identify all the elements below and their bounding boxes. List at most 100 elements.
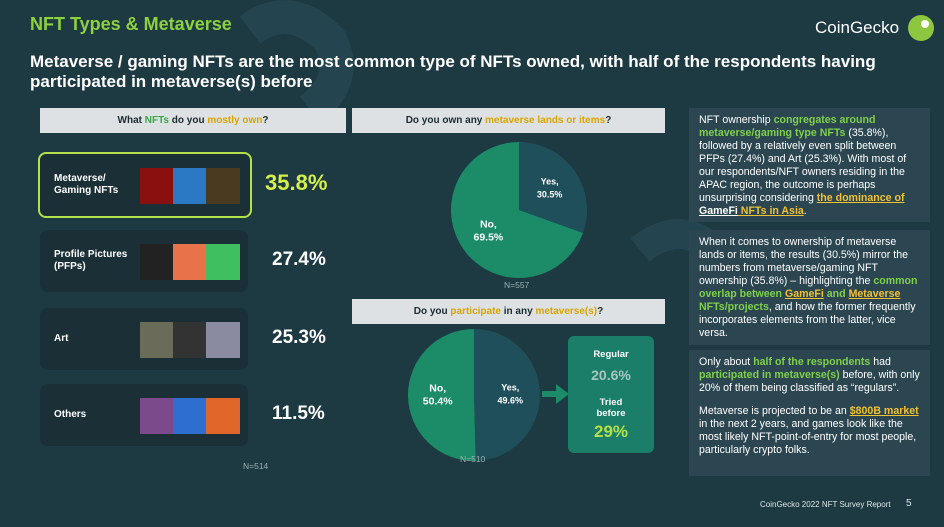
text-part: ? xyxy=(597,306,604,317)
text-part: NFTs/projects xyxy=(699,301,769,313)
headline: Metaverse / gaming NFTs are the most com… xyxy=(30,52,876,91)
insight-box: NFT ownership congregates around metaver… xyxy=(689,108,930,222)
slice-category: Yes, xyxy=(541,176,559,186)
insight-paragraph: NFT ownership congregates around metaver… xyxy=(699,114,922,218)
text-part: do you xyxy=(169,115,208,126)
text-part: metaverse lands or items xyxy=(485,115,606,126)
pie-slice xyxy=(519,142,587,234)
type-share: 25.3% xyxy=(272,327,326,348)
section-title: NFT Types & Metaverse xyxy=(30,14,232,34)
text-part: half of the respondents xyxy=(753,356,871,368)
slice-value: 49.6% xyxy=(498,396,524,406)
text-part: participate xyxy=(450,306,501,317)
text-part: . xyxy=(803,205,807,217)
pie-slice xyxy=(451,142,583,278)
text-part: Metaverse xyxy=(848,288,901,300)
thumbnail xyxy=(140,398,174,434)
text-part: $800B market xyxy=(849,405,919,417)
thumbnail xyxy=(206,168,240,204)
text-part: Do you own any xyxy=(405,115,486,126)
type-label: Metaverse/ Gaming NFTs xyxy=(54,173,119,196)
thumbnail xyxy=(173,244,207,280)
thumbnail xyxy=(173,322,207,358)
type-label: Profile Pictures (PFPs) xyxy=(54,249,128,272)
footer-report: CoinGecko 2022 NFT Survey Report xyxy=(760,500,891,509)
text-part: the dominance of xyxy=(816,192,905,204)
text-part: NFT ownership xyxy=(699,114,774,126)
text-part: common overlap between xyxy=(699,275,918,300)
text-part: before, with only 20% of them being clas… xyxy=(699,369,920,394)
insight-box: When it comes to ownership of metaverse … xyxy=(689,230,930,345)
text-part: in the next 2 years, and games look like… xyxy=(699,418,917,456)
pie-slice xyxy=(408,329,476,461)
text-part: ? xyxy=(262,115,269,126)
text-part: NFTs xyxy=(144,115,169,126)
insight-paragraph: Only about half of the respondents had p… xyxy=(699,356,922,395)
text-part: Do you xyxy=(413,306,451,317)
text-part: When it comes to ownership of metaverse … xyxy=(699,236,909,287)
type-row: Others xyxy=(40,384,248,446)
arrow-head xyxy=(556,384,569,404)
background-swoosh xyxy=(239,0,354,124)
text-part: in any xyxy=(500,306,536,317)
insight-box: Only about half of the respondents had p… xyxy=(689,350,930,476)
own-question: What NFTs do you mostly own? xyxy=(40,108,346,133)
pie-slice xyxy=(474,329,541,461)
text-part: NFTs in Asia xyxy=(737,205,804,217)
slice-category: No, xyxy=(480,219,497,231)
text-part: ? xyxy=(605,115,612,126)
slice-value: 69.5% xyxy=(474,232,504,244)
type-share: 35.8% xyxy=(265,170,328,195)
sample-size: N=510 xyxy=(460,454,486,464)
text-part: metaverse(s) xyxy=(535,306,598,317)
text-part: and xyxy=(823,288,849,300)
page-number: 5 xyxy=(906,498,912,509)
type-label: Art xyxy=(54,333,69,344)
insight-paragraph: When it comes to ownership of metaverse … xyxy=(699,236,922,340)
type-row: Metaverse/ Gaming NFTs xyxy=(38,152,252,218)
slice-category: No, xyxy=(429,382,446,394)
text-part: had xyxy=(870,356,891,368)
brand-logo-eye xyxy=(921,20,929,28)
brand-name: CoinGecko xyxy=(815,18,900,37)
thumbnail xyxy=(206,322,240,358)
slice-category: Yes, xyxy=(501,383,519,393)
text-part: participated in metaverse(s) xyxy=(699,369,840,381)
text-part: GameFi xyxy=(784,288,824,300)
tried-label: Tried before xyxy=(596,397,626,419)
thumbnail xyxy=(173,168,207,204)
brand-logo xyxy=(908,15,934,41)
text-part: Metaverse is projected to be an xyxy=(699,405,850,417)
type-share: 11.5% xyxy=(272,403,325,424)
insight-paragraph: Metaverse is projected to be an $800B ma… xyxy=(699,405,922,457)
text-part: GameFi xyxy=(699,205,738,217)
pie-question: Do you own any metaverse lands or items? xyxy=(352,108,665,133)
thumbnail xyxy=(206,398,240,434)
thumbnail xyxy=(140,322,174,358)
type-label: Others xyxy=(54,409,87,420)
text-part: , and how the former frequently incorpor… xyxy=(699,301,916,339)
text-part: What xyxy=(117,115,145,126)
tried-share: 29% xyxy=(593,422,629,441)
regular-label: Regular xyxy=(593,349,629,360)
slice-value: 50.4% xyxy=(423,395,453,407)
text-part: congregates around metaverse/gaming type… xyxy=(699,114,876,139)
thumbnail xyxy=(206,244,240,280)
slice-value: 30.5% xyxy=(537,189,563,199)
type-row: Profile Pictures (PFPs) xyxy=(40,230,248,292)
text-part: mostly own xyxy=(207,115,263,126)
pie-question: Do you participate in any metaverse(s)? xyxy=(352,299,665,324)
text-part: Only about xyxy=(699,356,754,368)
type-share: 27.4% xyxy=(272,249,326,270)
thumbnail xyxy=(140,244,174,280)
type-row: Art xyxy=(40,308,248,370)
regular-share: 20.6% xyxy=(591,367,631,383)
thumbnail xyxy=(173,398,207,434)
sample-size: N=557 xyxy=(504,280,530,290)
thumbnail xyxy=(140,168,174,204)
breakdown-box xyxy=(568,336,654,453)
text-part: (35.8%), followed by a relatively even s… xyxy=(699,127,907,204)
sample-size: N=514 xyxy=(243,461,269,471)
